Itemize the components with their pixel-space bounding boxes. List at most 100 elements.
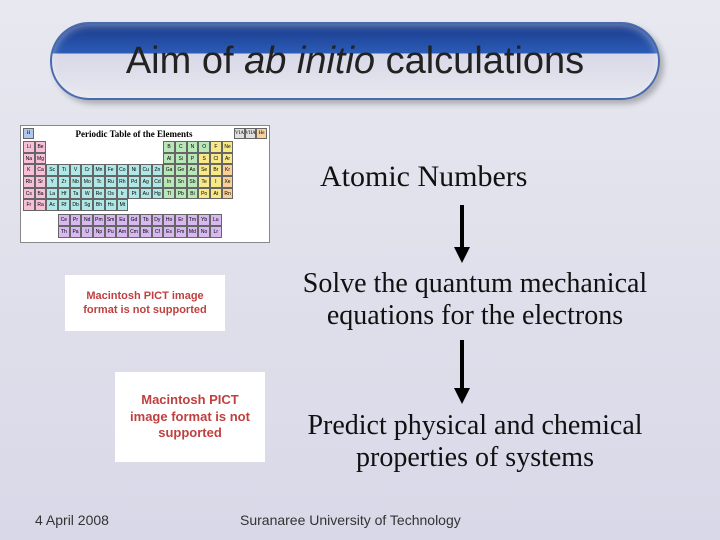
pt-cell: Pt [128, 188, 140, 200]
pt-cell: Hf [58, 188, 70, 200]
pt-cell: Si [175, 153, 187, 165]
pt-cell: Ga [163, 164, 175, 176]
pt-cell: I [210, 176, 222, 188]
footer-date: 4 April 2008 [35, 512, 109, 528]
pt-cell: VIIA [245, 128, 256, 139]
pt-cell: Nb [70, 176, 82, 188]
periodic-table: H Periodic Table of the Elements VIAVIIA… [20, 125, 270, 243]
pt-cell: Cm [128, 226, 140, 238]
pt-cell: Ca [35, 164, 47, 176]
pt-cell: Co [117, 164, 129, 176]
pt-cell: Se [198, 164, 210, 176]
pt-cell: Dy [152, 214, 164, 226]
pt-cell: Mn [93, 164, 105, 176]
pt-cell: N [187, 141, 199, 153]
title-italic: ab initio [244, 40, 375, 82]
pt-cell: Br [210, 164, 222, 176]
pt-cell: Ne [222, 141, 234, 153]
pict-placeholder-1: Macintosh PICT image format is not suppo… [65, 275, 225, 331]
pt-cell: Bi [187, 188, 199, 200]
pt-cell: Lu [210, 214, 222, 226]
pt-cell: O [198, 141, 210, 153]
pt-cell: Cr [81, 164, 93, 176]
pt-cell: Np [93, 226, 105, 238]
periodic-table-header: H Periodic Table of the Elements VIAVIIA… [23, 128, 267, 139]
pt-cell: Tb [140, 214, 152, 226]
pt-cell: Er [175, 214, 187, 226]
pt-cell: Os [105, 188, 117, 200]
pt-cell: VIA [234, 128, 245, 139]
title-pre: Aim of [126, 40, 244, 82]
pt-cell: Sm [105, 214, 117, 226]
pt-cell: La [46, 188, 58, 200]
pt-cell: Cl [210, 153, 222, 165]
pt-cell: Pd [128, 176, 140, 188]
pt-cell: Pr [70, 214, 82, 226]
pt-cell: Ar [222, 153, 234, 165]
pt-cell: Cd [152, 176, 164, 188]
pt-cell: Mg [35, 153, 47, 165]
pt-cell: Sc [46, 164, 58, 176]
pt-cell: Yb [198, 214, 210, 226]
pt-cell: Po [198, 188, 210, 200]
pt-cell: Y [46, 176, 58, 188]
pt-cell: As [187, 164, 199, 176]
title-capsule: Aim of ab initio calculations [50, 22, 660, 100]
periodic-table-title: Periodic Table of the Elements [34, 129, 234, 139]
pt-cell: Am [116, 226, 128, 238]
pt-cell: Gd [128, 214, 140, 226]
pt-h: H [23, 128, 34, 139]
pt-cell: At [210, 188, 222, 200]
pt-cell: Bk [140, 226, 152, 238]
pt-cell: S [198, 153, 210, 165]
pt-cell: Ni [128, 164, 140, 176]
heading-atomic-numbers: Atomic Numbers [320, 160, 527, 194]
pt-cell: W [81, 188, 93, 200]
pt-cell: C [175, 141, 187, 153]
pt-cell: Rh [117, 176, 129, 188]
pt-top-right: VIAVIIAHe [234, 128, 267, 139]
pt-cell: Au [140, 188, 152, 200]
pt-cell: Na [23, 153, 35, 165]
pt-cell: Kr [222, 164, 234, 176]
pt-cell: Zn [152, 164, 164, 176]
heading-solve-qm: Solve the quantum mechanical equations f… [255, 268, 695, 332]
pt-cell: Ru [105, 176, 117, 188]
pt-cell: P [187, 153, 199, 165]
pt-cell: In [163, 176, 175, 188]
pt-cell: Sr [35, 176, 47, 188]
pt-cell: K [23, 164, 35, 176]
pt-cell: Eu [116, 214, 128, 226]
pt-cell: Ti [58, 164, 70, 176]
pt-cell: Fr [23, 199, 35, 211]
pt-cell: Db [70, 199, 82, 211]
pt-cell: Ir [117, 188, 129, 200]
pt-cell: Ge [175, 164, 187, 176]
pt-cell: Bh [93, 199, 105, 211]
pt-cell: Sb [187, 176, 199, 188]
pt-cell: Pu [105, 226, 117, 238]
pt-cell: Sg [81, 199, 93, 211]
pt-cell: Tc [93, 176, 105, 188]
pt-cell: F [210, 141, 222, 153]
arrow-down-icon [450, 340, 474, 406]
pt-cell: Ag [140, 176, 152, 188]
pt-cell: Fe [105, 164, 117, 176]
pt-cell: Ta [70, 188, 82, 200]
footer-university: Suranaree University of Technology [240, 512, 461, 528]
arrow-down-icon [450, 205, 474, 265]
pt-cell: Hg [152, 188, 164, 200]
pt-cell: Xe [222, 176, 234, 188]
pt-cell: Tl [163, 188, 175, 200]
pt-cell: Ra [35, 199, 47, 211]
pt-cell: Re [93, 188, 105, 200]
pt-cell: Ba [35, 188, 47, 200]
pt-cell: Sn [175, 176, 187, 188]
pt-cell: Rf [58, 199, 70, 211]
pt-cell: Ce [58, 214, 70, 226]
pt-cell: Cs [23, 188, 35, 200]
pt-cell: Pb [175, 188, 187, 200]
pt-cell: Ac [46, 199, 58, 211]
pt-cell: Tm [187, 214, 199, 226]
pt-cell: Hs [105, 199, 117, 211]
